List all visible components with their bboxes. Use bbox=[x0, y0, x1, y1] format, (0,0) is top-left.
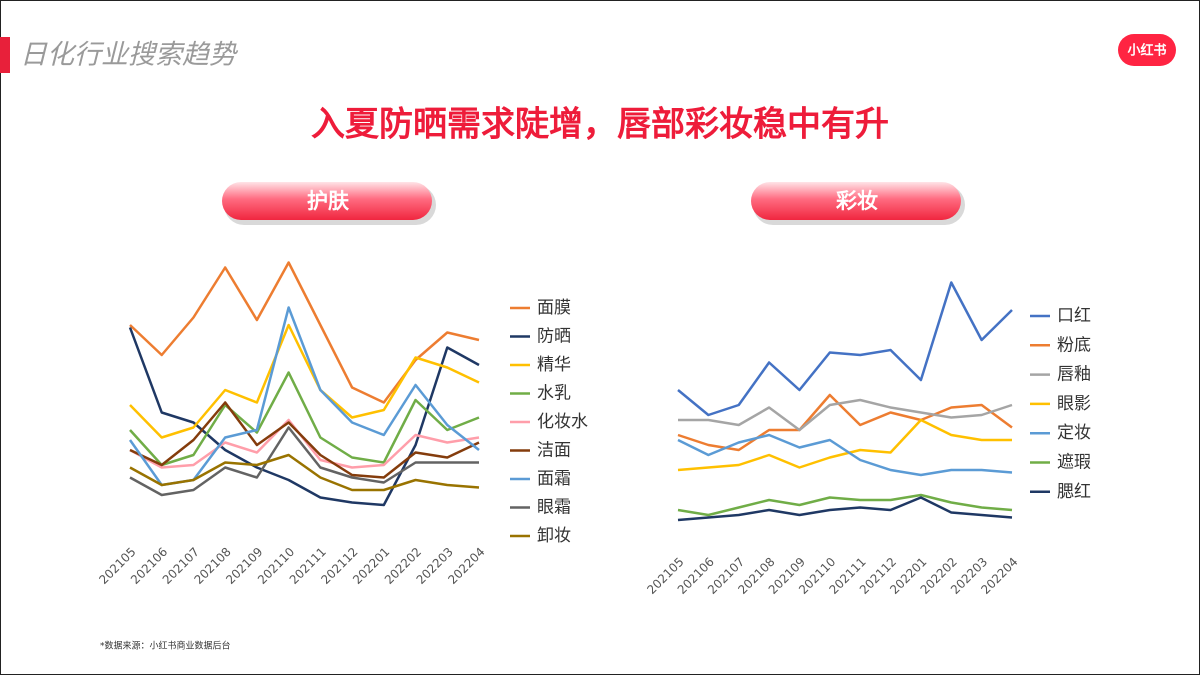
logo bbox=[1118, 34, 1176, 66]
series-line bbox=[677, 418, 1012, 472]
footnote: *数据来源：小红书商业数据后台 bbox=[100, 640, 231, 652]
legend-label: 精华 bbox=[537, 355, 571, 375]
series-line bbox=[677, 493, 1013, 517]
series-line bbox=[678, 398, 1013, 432]
legend-label: 眼影 bbox=[1057, 394, 1091, 414]
legend-label: 卸妆 bbox=[537, 526, 571, 546]
page-title: 日化行业搜索趋势 bbox=[20, 40, 239, 71]
series-line bbox=[677, 281, 1013, 417]
legend-label: 防晒 bbox=[537, 327, 571, 347]
series-line bbox=[677, 393, 1013, 452]
legend-label: 定妆 bbox=[1057, 423, 1091, 443]
title-accent bbox=[0, 37, 10, 73]
legend-label: 腮红 bbox=[1057, 482, 1091, 502]
series-line bbox=[129, 401, 480, 479]
series-line bbox=[128, 327, 480, 507]
chart-title: 护肤 bbox=[307, 189, 350, 213]
legend-label: 唇釉 bbox=[1057, 365, 1091, 385]
chart-title: 彩妆 bbox=[835, 189, 878, 213]
legend-label: 口红 bbox=[1057, 306, 1091, 326]
legend-label: 遮瑕 bbox=[1057, 453, 1091, 473]
chart-pill bbox=[751, 182, 961, 220]
series-line bbox=[677, 496, 1013, 522]
legend-label: 化妆水 bbox=[537, 412, 588, 432]
legend-label: 水乳 bbox=[537, 384, 571, 404]
legend-label: 面膜 bbox=[537, 298, 571, 318]
legend-label: 眼霜 bbox=[537, 498, 571, 518]
legend-label: 粉底 bbox=[1057, 335, 1091, 355]
series-line bbox=[129, 261, 480, 404]
legend-label: 洁面 bbox=[537, 441, 571, 461]
chart-pill bbox=[222, 182, 432, 220]
logo-text: 小红书 bbox=[1127, 43, 1166, 59]
series-line bbox=[129, 453, 480, 492]
series-line bbox=[677, 433, 1013, 477]
series-line bbox=[129, 426, 479, 497]
legend-label: 面霜 bbox=[537, 469, 571, 489]
headline: 入夏防晒需求陡增，唇部彩妆稳中有升 bbox=[311, 105, 889, 145]
series-line bbox=[129, 323, 480, 439]
series-line bbox=[129, 371, 480, 467]
